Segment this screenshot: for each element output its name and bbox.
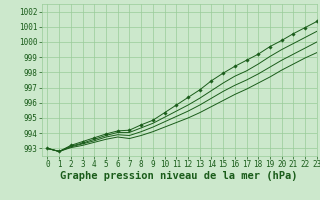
X-axis label: Graphe pression niveau de la mer (hPa): Graphe pression niveau de la mer (hPa) xyxy=(60,171,298,181)
